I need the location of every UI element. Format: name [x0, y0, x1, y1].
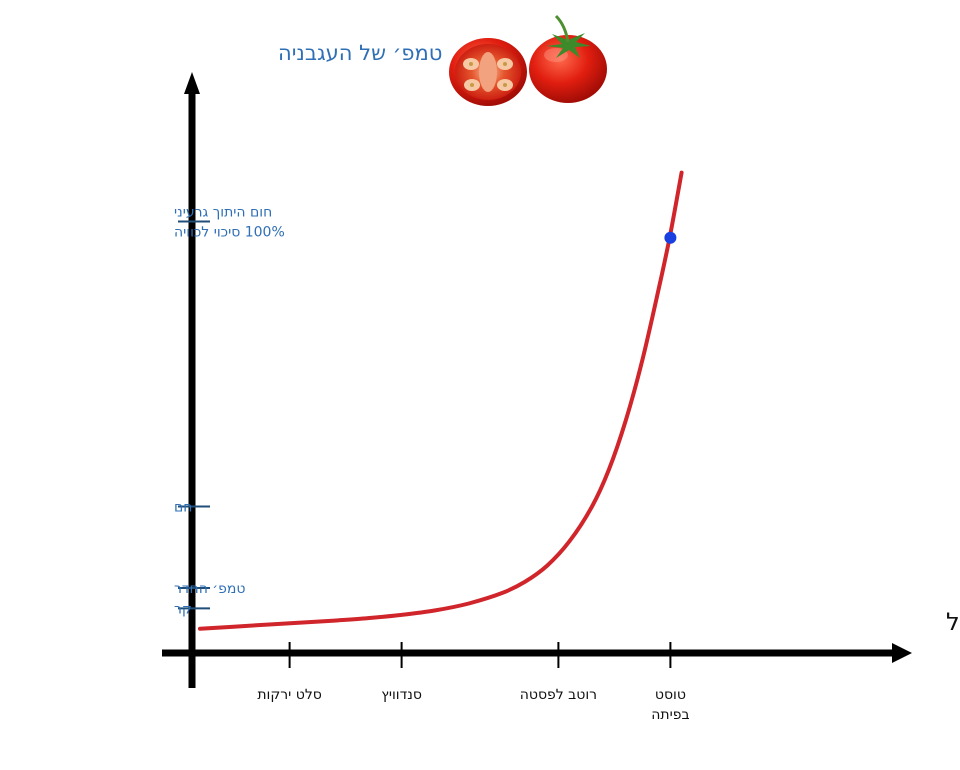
x-axis-arrow-icon: [892, 643, 912, 663]
y-tick-label-room-temp: טמפ׳ החדר: [174, 581, 245, 597]
y-tick-label-cold: קר: [174, 601, 192, 617]
series-line: [198, 170, 684, 631]
x-tick-label-1: סלט ירקות: [257, 687, 322, 703]
y-axis-title: טמפ׳ של העגבניה: [278, 41, 442, 65]
y-tick-label-heat-of-core: 100% סיכוי לכוויה: [174, 224, 285, 240]
x-tick-label-4: טוסט: [655, 687, 686, 703]
y-tick-label-heat-of-core: חום היתוך גרעיני: [174, 204, 272, 220]
y-tick-label-hot: חם: [174, 500, 192, 516]
x-tick-label-2: סנדוויץ: [381, 687, 422, 703]
highlight-point: [664, 231, 677, 244]
x-ticks: סלט ירקות סנדוויץ רוטב לפסטה טוסט בפיתה: [257, 642, 690, 723]
y-axis-arrow-icon: [184, 72, 200, 94]
tomato-image: [449, 14, 607, 106]
x-axis-title: סוג האוכל: [946, 608, 960, 636]
y-ticks: קר טמפ׳ החדר חם חום היתוך גרעיני 100% סיכוי …: [174, 204, 285, 617]
x-tick-label-3: רוטב לפסטה: [520, 687, 597, 703]
x-tick-label-4: בפיתה: [651, 707, 689, 723]
tomato-whole-icon: [529, 14, 607, 103]
tomato-half-icon: [449, 38, 527, 106]
